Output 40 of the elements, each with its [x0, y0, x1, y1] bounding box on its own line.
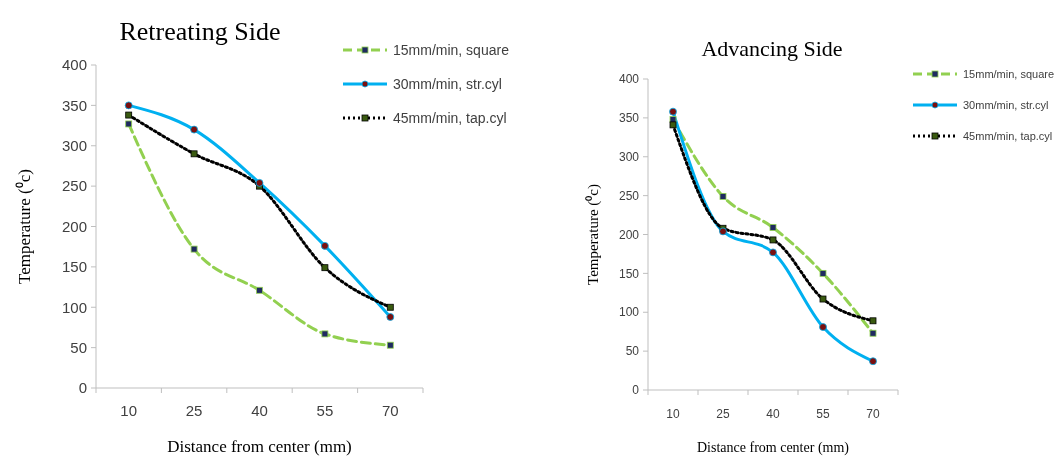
y-tick-label: 100: [618, 305, 640, 320]
y-tick-label: 150: [61, 258, 87, 276]
x-tick-label: 40: [766, 407, 780, 421]
legend-label: 45mm/min, tap.cyl: [963, 129, 1053, 142]
x-tick-label: 25: [185, 402, 203, 419]
x-tick-label: 55: [316, 402, 334, 419]
x-tick-label: 10: [666, 407, 680, 421]
y-axis-title: Temperature (⁰c): [585, 184, 602, 285]
y-tick-label: 0: [78, 379, 87, 397]
x-tick-label: 10: [120, 402, 138, 419]
y-tick-label: 200: [618, 227, 640, 242]
y-tick-label: 350: [61, 96, 87, 114]
chart-title: Advancing Side: [701, 36, 843, 61]
y-tick-label: 50: [70, 338, 87, 356]
y-tick-label: 100: [61, 298, 87, 316]
legend-label: 45mm/min, tap.cyl: [393, 109, 507, 126]
y-tick-label: 350: [618, 111, 640, 126]
legend-label: 15mm/min, square: [963, 67, 1055, 80]
y-tick-label: 0: [632, 383, 640, 398]
x-tick-label: 70: [866, 407, 880, 421]
x-tick-label: 70: [381, 402, 399, 419]
x-axis-title: Distance from center (mm): [167, 437, 352, 456]
y-tick-label: 50: [625, 344, 640, 359]
y-tick-label: 400: [61, 56, 87, 74]
x-tick-label: 25: [716, 407, 730, 421]
x-axis-title: Distance from center (mm): [697, 440, 850, 456]
y-tick-label: 250: [618, 188, 640, 203]
x-tick-label: 55: [816, 407, 830, 421]
y-tick-label: 400: [618, 72, 640, 87]
y-axis-title: Temperature (⁰c): [15, 169, 34, 284]
legend-label: 30mm/min, str.cyl: [393, 75, 502, 92]
y-tick-label: 150: [618, 266, 640, 281]
legend-label: 30mm/min, str.cyl: [963, 98, 1049, 111]
chart-title: Retreating Side: [119, 17, 281, 46]
legend-label: 15mm/min, square: [393, 41, 510, 58]
y-tick-label: 250: [61, 177, 87, 195]
x-tick-label: 40: [251, 402, 268, 419]
y-tick-label: 300: [618, 149, 640, 164]
y-tick-label: 300: [61, 137, 87, 154]
y-tick-label: 200: [61, 217, 87, 235]
